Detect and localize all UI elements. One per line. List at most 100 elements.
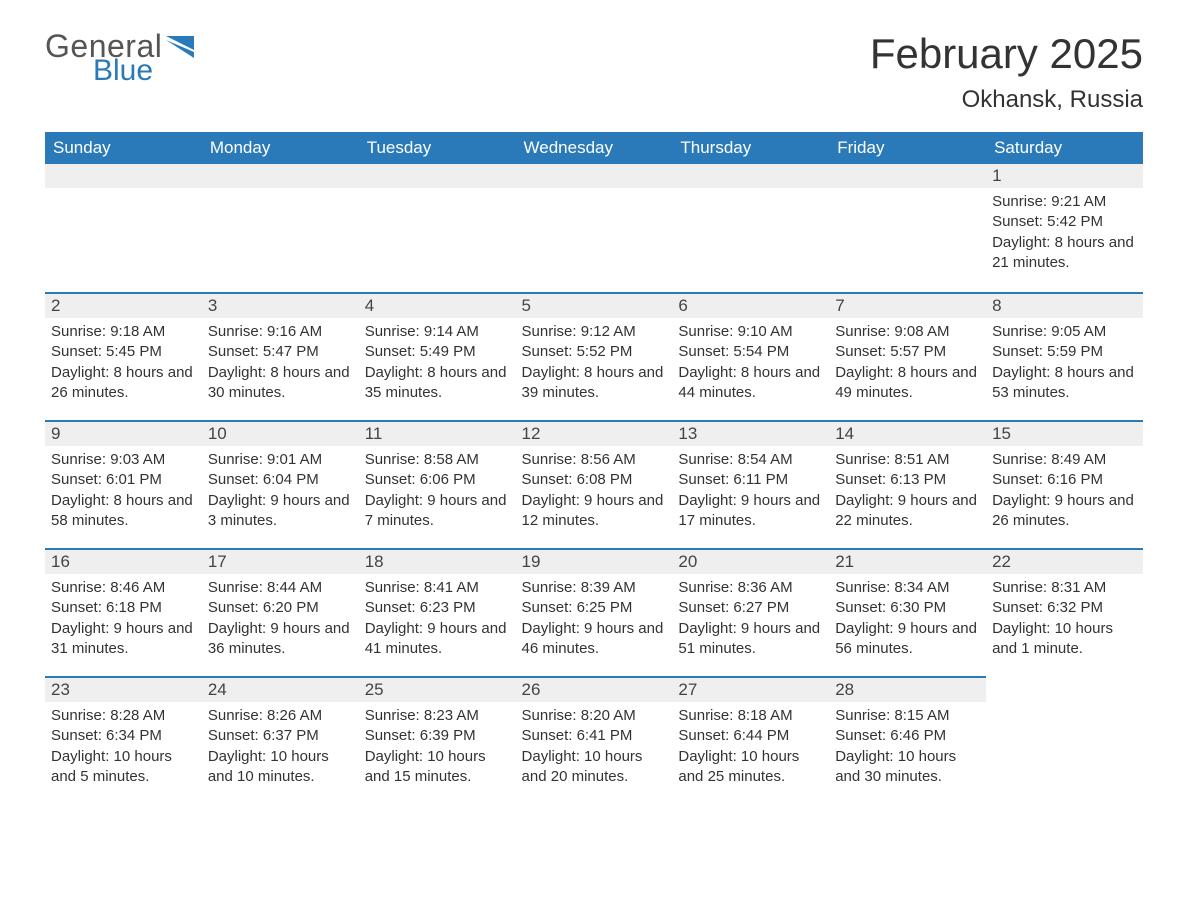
day-number: 8 bbox=[986, 292, 1143, 318]
day-details: Sunrise: 8:58 AMSunset: 6:06 PMDaylight:… bbox=[359, 446, 516, 541]
calendar-cell: 28Sunrise: 8:15 AMSunset: 6:46 PMDayligh… bbox=[829, 676, 986, 804]
day-number: 27 bbox=[672, 676, 829, 702]
day-number: 12 bbox=[516, 420, 673, 446]
day-number: 13 bbox=[672, 420, 829, 446]
calendar-cell bbox=[202, 164, 359, 292]
calendar-cell: 27Sunrise: 8:18 AMSunset: 6:44 PMDayligh… bbox=[672, 676, 829, 804]
weekday-header: Monday bbox=[202, 132, 359, 164]
day-number: 4 bbox=[359, 292, 516, 318]
day-details: Sunrise: 8:20 AMSunset: 6:41 PMDaylight:… bbox=[516, 702, 673, 797]
weekday-header-row: SundayMondayTuesdayWednesdayThursdayFrid… bbox=[45, 132, 1143, 164]
calendar-cell: 11Sunrise: 8:58 AMSunset: 6:06 PMDayligh… bbox=[359, 420, 516, 548]
calendar-cell: 14Sunrise: 8:51 AMSunset: 6:13 PMDayligh… bbox=[829, 420, 986, 548]
day-details: Sunrise: 9:03 AMSunset: 6:01 PMDaylight:… bbox=[45, 446, 202, 541]
day-details: Sunrise: 8:46 AMSunset: 6:18 PMDaylight:… bbox=[45, 574, 202, 669]
day-number: 10 bbox=[202, 420, 359, 446]
weekday-header: Friday bbox=[829, 132, 986, 164]
day-details: Sunrise: 9:16 AMSunset: 5:47 PMDaylight:… bbox=[202, 318, 359, 413]
day-number: 14 bbox=[829, 420, 986, 446]
day-details: Sunrise: 9:05 AMSunset: 5:59 PMDaylight:… bbox=[986, 318, 1143, 413]
calendar-cell: 16Sunrise: 8:46 AMSunset: 6:18 PMDayligh… bbox=[45, 548, 202, 676]
calendar-cell: 12Sunrise: 8:56 AMSunset: 6:08 PMDayligh… bbox=[516, 420, 673, 548]
day-number: 9 bbox=[45, 420, 202, 446]
day-details: Sunrise: 9:18 AMSunset: 5:45 PMDaylight:… bbox=[45, 318, 202, 413]
logo-text-blue: Blue bbox=[93, 56, 162, 86]
day-details: Sunrise: 8:26 AMSunset: 6:37 PMDaylight:… bbox=[202, 702, 359, 797]
day-number: 23 bbox=[45, 676, 202, 702]
calendar-body: 1Sunrise: 9:21 AMSunset: 5:42 PMDaylight… bbox=[45, 164, 1143, 804]
day-number: 17 bbox=[202, 548, 359, 574]
day-number: 22 bbox=[986, 548, 1143, 574]
calendar-cell bbox=[516, 164, 673, 292]
calendar-cell bbox=[672, 164, 829, 292]
calendar-cell: 6Sunrise: 9:10 AMSunset: 5:54 PMDaylight… bbox=[672, 292, 829, 420]
weekday-header: Thursday bbox=[672, 132, 829, 164]
calendar-cell bbox=[986, 676, 1143, 804]
calendar-cell: 25Sunrise: 8:23 AMSunset: 6:39 PMDayligh… bbox=[359, 676, 516, 804]
day-details: Sunrise: 8:51 AMSunset: 6:13 PMDaylight:… bbox=[829, 446, 986, 541]
day-details: Sunrise: 9:14 AMSunset: 5:49 PMDaylight:… bbox=[359, 318, 516, 413]
day-number: 7 bbox=[829, 292, 986, 318]
day-number bbox=[45, 164, 202, 188]
day-number: 15 bbox=[986, 420, 1143, 446]
day-details: Sunrise: 8:49 AMSunset: 6:16 PMDaylight:… bbox=[986, 446, 1143, 541]
day-details: Sunrise: 8:56 AMSunset: 6:08 PMDaylight:… bbox=[516, 446, 673, 541]
day-number: 25 bbox=[359, 676, 516, 702]
calendar-cell: 2Sunrise: 9:18 AMSunset: 5:45 PMDaylight… bbox=[45, 292, 202, 420]
day-number: 21 bbox=[829, 548, 986, 574]
calendar-cell: 4Sunrise: 9:14 AMSunset: 5:49 PMDaylight… bbox=[359, 292, 516, 420]
weekday-header: Tuesday bbox=[359, 132, 516, 164]
calendar-cell: 1Sunrise: 9:21 AMSunset: 5:42 PMDaylight… bbox=[986, 164, 1143, 292]
weekday-header: Wednesday bbox=[516, 132, 673, 164]
logo: General Blue bbox=[45, 30, 194, 86]
calendar-cell bbox=[359, 164, 516, 292]
calendar-cell: 3Sunrise: 9:16 AMSunset: 5:47 PMDaylight… bbox=[202, 292, 359, 420]
day-number: 5 bbox=[516, 292, 673, 318]
calendar-cell: 13Sunrise: 8:54 AMSunset: 6:11 PMDayligh… bbox=[672, 420, 829, 548]
calendar-cell: 21Sunrise: 8:34 AMSunset: 6:30 PMDayligh… bbox=[829, 548, 986, 676]
calendar-cell: 5Sunrise: 9:12 AMSunset: 5:52 PMDaylight… bbox=[516, 292, 673, 420]
day-details: Sunrise: 8:39 AMSunset: 6:25 PMDaylight:… bbox=[516, 574, 673, 669]
calendar-cell: 15Sunrise: 8:49 AMSunset: 6:16 PMDayligh… bbox=[986, 420, 1143, 548]
day-details: Sunrise: 9:01 AMSunset: 6:04 PMDaylight:… bbox=[202, 446, 359, 541]
calendar-cell: 10Sunrise: 9:01 AMSunset: 6:04 PMDayligh… bbox=[202, 420, 359, 548]
calendar-cell: 24Sunrise: 8:26 AMSunset: 6:37 PMDayligh… bbox=[202, 676, 359, 804]
day-number: 6 bbox=[672, 292, 829, 318]
day-number: 20 bbox=[672, 548, 829, 574]
calendar-cell: 17Sunrise: 8:44 AMSunset: 6:20 PMDayligh… bbox=[202, 548, 359, 676]
day-number bbox=[359, 164, 516, 188]
location: Okhansk, Russia bbox=[870, 86, 1143, 114]
day-number bbox=[829, 164, 986, 188]
calendar-cell: 23Sunrise: 8:28 AMSunset: 6:34 PMDayligh… bbox=[45, 676, 202, 804]
calendar-cell: 20Sunrise: 8:36 AMSunset: 6:27 PMDayligh… bbox=[672, 548, 829, 676]
day-number: 16 bbox=[45, 548, 202, 574]
day-details: Sunrise: 8:31 AMSunset: 6:32 PMDaylight:… bbox=[986, 574, 1143, 669]
day-number: 19 bbox=[516, 548, 673, 574]
day-number: 2 bbox=[45, 292, 202, 318]
calendar-cell: 26Sunrise: 8:20 AMSunset: 6:41 PMDayligh… bbox=[516, 676, 673, 804]
day-details: Sunrise: 8:28 AMSunset: 6:34 PMDaylight:… bbox=[45, 702, 202, 797]
day-details: Sunrise: 8:36 AMSunset: 6:27 PMDaylight:… bbox=[672, 574, 829, 669]
weekday-header: Saturday bbox=[986, 132, 1143, 164]
calendar-cell bbox=[45, 164, 202, 292]
day-details: Sunrise: 9:10 AMSunset: 5:54 PMDaylight:… bbox=[672, 318, 829, 413]
calendar-cell bbox=[829, 164, 986, 292]
day-details: Sunrise: 8:23 AMSunset: 6:39 PMDaylight:… bbox=[359, 702, 516, 797]
day-details: Sunrise: 8:54 AMSunset: 6:11 PMDaylight:… bbox=[672, 446, 829, 541]
day-number: 11 bbox=[359, 420, 516, 446]
day-number bbox=[672, 164, 829, 188]
day-details: Sunrise: 8:18 AMSunset: 6:44 PMDaylight:… bbox=[672, 702, 829, 797]
calendar-cell: 9Sunrise: 9:03 AMSunset: 6:01 PMDaylight… bbox=[45, 420, 202, 548]
day-details: Sunrise: 8:34 AMSunset: 6:30 PMDaylight:… bbox=[829, 574, 986, 669]
day-number bbox=[516, 164, 673, 188]
day-number: 26 bbox=[516, 676, 673, 702]
flag-icon bbox=[166, 36, 194, 58]
month-title: February 2025 bbox=[870, 30, 1143, 78]
day-details: Sunrise: 8:41 AMSunset: 6:23 PMDaylight:… bbox=[359, 574, 516, 669]
day-number: 3 bbox=[202, 292, 359, 318]
day-details: Sunrise: 9:12 AMSunset: 5:52 PMDaylight:… bbox=[516, 318, 673, 413]
day-details: Sunrise: 8:15 AMSunset: 6:46 PMDaylight:… bbox=[829, 702, 986, 797]
calendar-table: SundayMondayTuesdayWednesdayThursdayFrid… bbox=[45, 132, 1143, 804]
calendar-cell: 18Sunrise: 8:41 AMSunset: 6:23 PMDayligh… bbox=[359, 548, 516, 676]
day-number: 24 bbox=[202, 676, 359, 702]
